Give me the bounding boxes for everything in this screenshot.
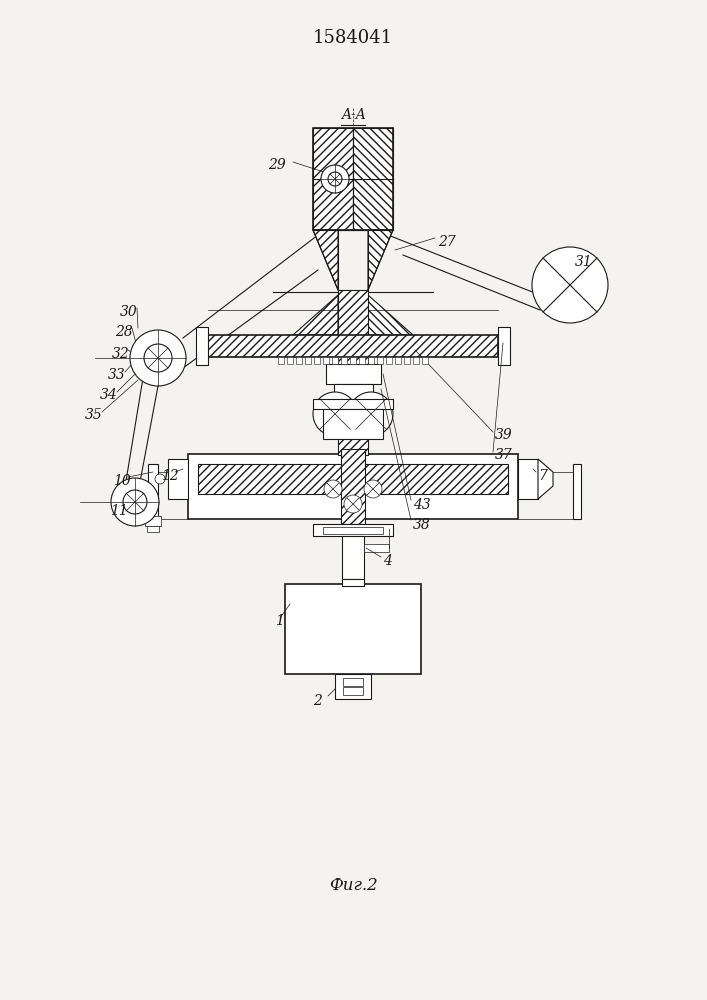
Bar (364, 544, 389, 552)
Bar (350, 357, 356, 364)
Text: 33: 33 (108, 368, 126, 382)
Bar (335, 674, 371, 699)
Bar (198, 464, 508, 494)
Text: 27: 27 (438, 235, 456, 249)
Polygon shape (293, 295, 338, 335)
Circle shape (144, 344, 172, 372)
Text: 37: 37 (495, 448, 513, 462)
Circle shape (344, 495, 362, 513)
Bar (368, 357, 374, 364)
Bar (341, 357, 347, 364)
Bar (188, 454, 518, 519)
Bar (196, 327, 208, 365)
Bar (342, 536, 364, 579)
Bar (422, 357, 428, 364)
Text: 28: 28 (115, 325, 133, 339)
Bar (285, 584, 421, 674)
Text: 7: 7 (538, 469, 547, 483)
Circle shape (123, 490, 147, 514)
Circle shape (532, 247, 608, 323)
Text: A-A: A-A (341, 108, 366, 122)
Bar (342, 579, 364, 586)
Text: 4: 4 (383, 554, 392, 568)
Text: 29: 29 (268, 158, 286, 172)
Bar (323, 357, 329, 364)
Circle shape (364, 480, 382, 498)
Text: 35: 35 (85, 408, 103, 422)
Bar (208, 335, 498, 357)
Text: 11: 11 (110, 504, 128, 518)
Circle shape (349, 392, 393, 436)
Polygon shape (223, 340, 338, 355)
Polygon shape (313, 128, 353, 230)
Circle shape (321, 165, 349, 193)
Bar (359, 357, 365, 364)
Bar (278, 357, 284, 364)
Text: 43: 43 (413, 498, 431, 512)
Circle shape (313, 392, 357, 436)
Text: 31: 31 (575, 255, 592, 269)
Bar (343, 678, 363, 686)
Circle shape (324, 480, 342, 498)
Circle shape (130, 330, 186, 386)
Circle shape (155, 474, 165, 484)
Polygon shape (368, 295, 413, 335)
Bar (168, 459, 188, 499)
Bar (404, 357, 410, 364)
Bar (518, 459, 538, 499)
Bar (498, 327, 510, 365)
Bar (287, 357, 293, 364)
Bar (573, 464, 581, 519)
Text: 30: 30 (120, 305, 138, 319)
Text: 1: 1 (275, 614, 284, 628)
Polygon shape (353, 128, 393, 230)
Circle shape (328, 172, 342, 186)
Bar (296, 357, 302, 364)
Bar (313, 399, 393, 409)
Polygon shape (313, 230, 338, 290)
Bar (323, 527, 383, 534)
Bar (332, 357, 338, 364)
Bar (377, 357, 383, 364)
Text: 2: 2 (313, 694, 322, 708)
Bar (326, 364, 381, 384)
Polygon shape (368, 340, 483, 355)
Text: 39: 39 (495, 428, 513, 442)
Bar (148, 464, 158, 524)
Text: 12: 12 (161, 469, 179, 483)
Bar (147, 526, 159, 532)
Text: 1584041: 1584041 (313, 29, 393, 47)
Bar (145, 516, 161, 526)
Bar (338, 290, 368, 455)
Bar (395, 357, 401, 364)
Polygon shape (538, 459, 553, 499)
Bar (413, 357, 419, 364)
Bar (323, 409, 383, 439)
Circle shape (111, 478, 159, 526)
Bar (314, 357, 320, 364)
Bar (313, 524, 393, 536)
Polygon shape (368, 230, 393, 290)
Bar (386, 357, 392, 364)
Text: Фиг.2: Фиг.2 (329, 876, 378, 894)
Bar (313, 128, 393, 230)
Text: 32: 32 (112, 347, 130, 361)
Bar (334, 384, 373, 399)
Text: 38: 38 (413, 518, 431, 532)
Bar (343, 687, 363, 695)
Bar (341, 449, 365, 524)
Bar (305, 357, 311, 364)
Text: 34: 34 (100, 388, 118, 402)
Text: 10: 10 (113, 474, 131, 488)
